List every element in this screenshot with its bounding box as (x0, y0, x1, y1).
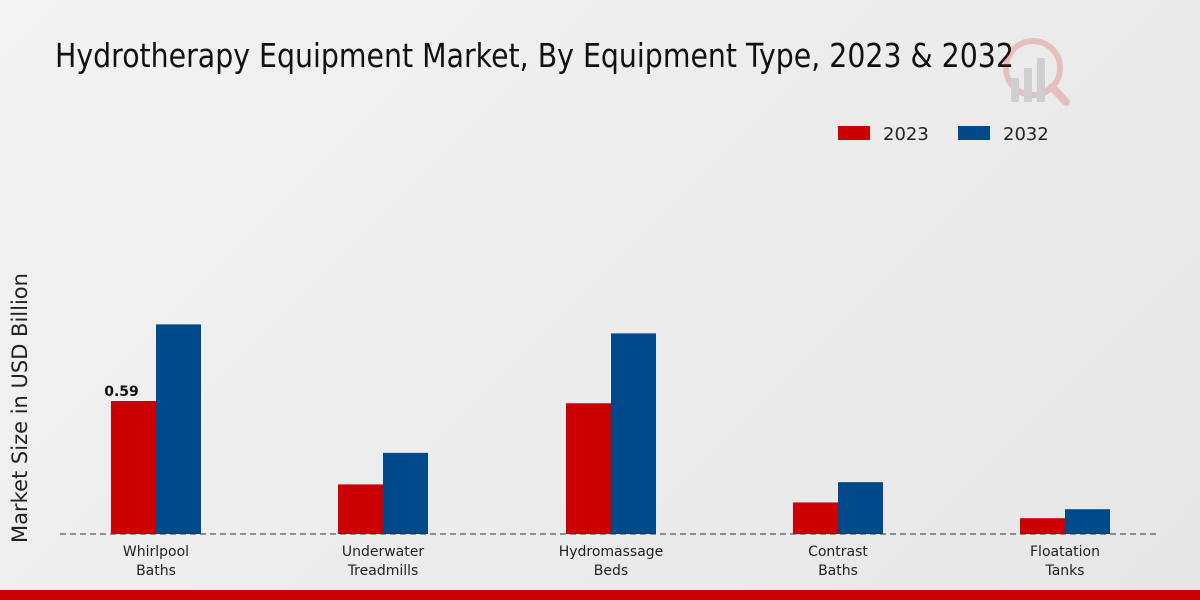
legend-swatch-2032 (958, 126, 990, 140)
x-tick-label: Contrast (808, 544, 868, 560)
legend-label-2032: 2032 (1003, 124, 1049, 145)
bar-2023-1 (338, 484, 383, 534)
bar-2023-0 (111, 401, 156, 534)
legend-label-2023: 2023 (883, 124, 929, 145)
chart-title: Hydrotherapy Equipment Market, By Equipm… (55, 36, 1014, 75)
legend: 2023 2032 (838, 124, 1049, 145)
x-tick-label: Tanks (1044, 563, 1084, 579)
bar-2032-3 (838, 482, 883, 534)
x-tick-label: Whirlpool (123, 544, 189, 560)
watermark-logo (1003, 38, 1070, 106)
x-tick-label: Beds (594, 563, 628, 579)
bar-2032-1 (383, 452, 428, 534)
bar-2023-3 (793, 502, 838, 534)
x-tick-label: Baths (818, 563, 858, 579)
legend-swatch-2023 (838, 126, 870, 140)
bar-2023-4 (1020, 518, 1065, 534)
y-axis-label: Market Size in USD Billion (8, 273, 32, 543)
footer-bar (0, 590, 1200, 600)
bar-2023-2 (566, 403, 611, 534)
bar-2032-4 (1065, 509, 1110, 534)
x-tick-label: Baths (136, 563, 176, 579)
x-tick-label: Floatation (1030, 544, 1100, 560)
x-tick-label: Underwater (342, 544, 425, 560)
x-tick-label: Treadmills (347, 563, 419, 579)
bar-2032-0 (156, 324, 201, 534)
bar-2032-2 (611, 333, 656, 534)
x-tick-label: Hydromassage (559, 544, 664, 560)
data-label: 0.59 (104, 384, 139, 400)
